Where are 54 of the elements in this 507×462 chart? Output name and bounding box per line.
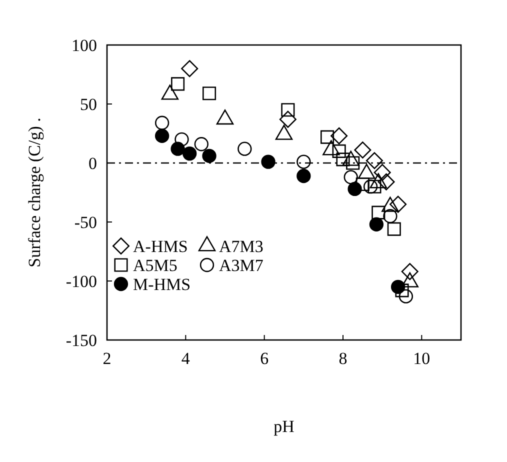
point [170, 142, 185, 156]
y-tick-label: -150 [66, 331, 97, 350]
point [154, 128, 170, 143]
point [181, 60, 198, 78]
point [369, 217, 384, 232]
point [390, 280, 406, 294]
point [344, 170, 358, 184]
point [279, 110, 296, 128]
point [171, 77, 185, 91]
x-tick-label: 6 [260, 349, 269, 368]
x-tick-label: 8 [338, 349, 348, 368]
point [374, 164, 391, 181]
point [395, 284, 409, 298]
point [383, 209, 398, 224]
point [336, 152, 350, 166]
point [296, 168, 311, 184]
point [378, 173, 395, 190]
point [363, 180, 378, 194]
point [174, 132, 189, 146]
point [320, 130, 334, 144]
x-tick-label: 4 [181, 349, 190, 368]
y-tick-label: -50 [74, 213, 97, 232]
point [387, 222, 401, 236]
x-tick-label: 10 [413, 349, 430, 368]
point [154, 116, 170, 130]
point [194, 137, 208, 152]
y-axis-title: Surface charge (C/g) . [25, 118, 44, 268]
point [398, 289, 414, 304]
point [202, 86, 216, 100]
legend-label: A7M3 [219, 237, 264, 256]
legend-label: A5M5 [133, 256, 178, 275]
point [366, 152, 383, 170]
point [296, 154, 311, 169]
y-tick-label: -100 [66, 272, 97, 291]
point [238, 142, 252, 156]
point [372, 206, 386, 220]
point [332, 144, 346, 158]
legend-label: A-HMS [133, 237, 188, 256]
y-tick-label: 100 [72, 36, 97, 55]
legend-label: M-HMS [133, 275, 191, 294]
y-tick-label: 0 [88, 154, 97, 173]
point [202, 148, 216, 163]
x-tick-label: 2 [102, 349, 112, 368]
point [348, 182, 362, 196]
point [390, 196, 407, 213]
point [354, 142, 372, 159]
point [401, 263, 418, 280]
point [182, 146, 197, 161]
point [261, 154, 276, 169]
y-tick-label: 50 [80, 95, 97, 114]
point [330, 127, 348, 144]
legend-label: A3M7 [219, 256, 264, 275]
point [281, 103, 295, 117]
x-axis-title: pH [274, 417, 294, 436]
